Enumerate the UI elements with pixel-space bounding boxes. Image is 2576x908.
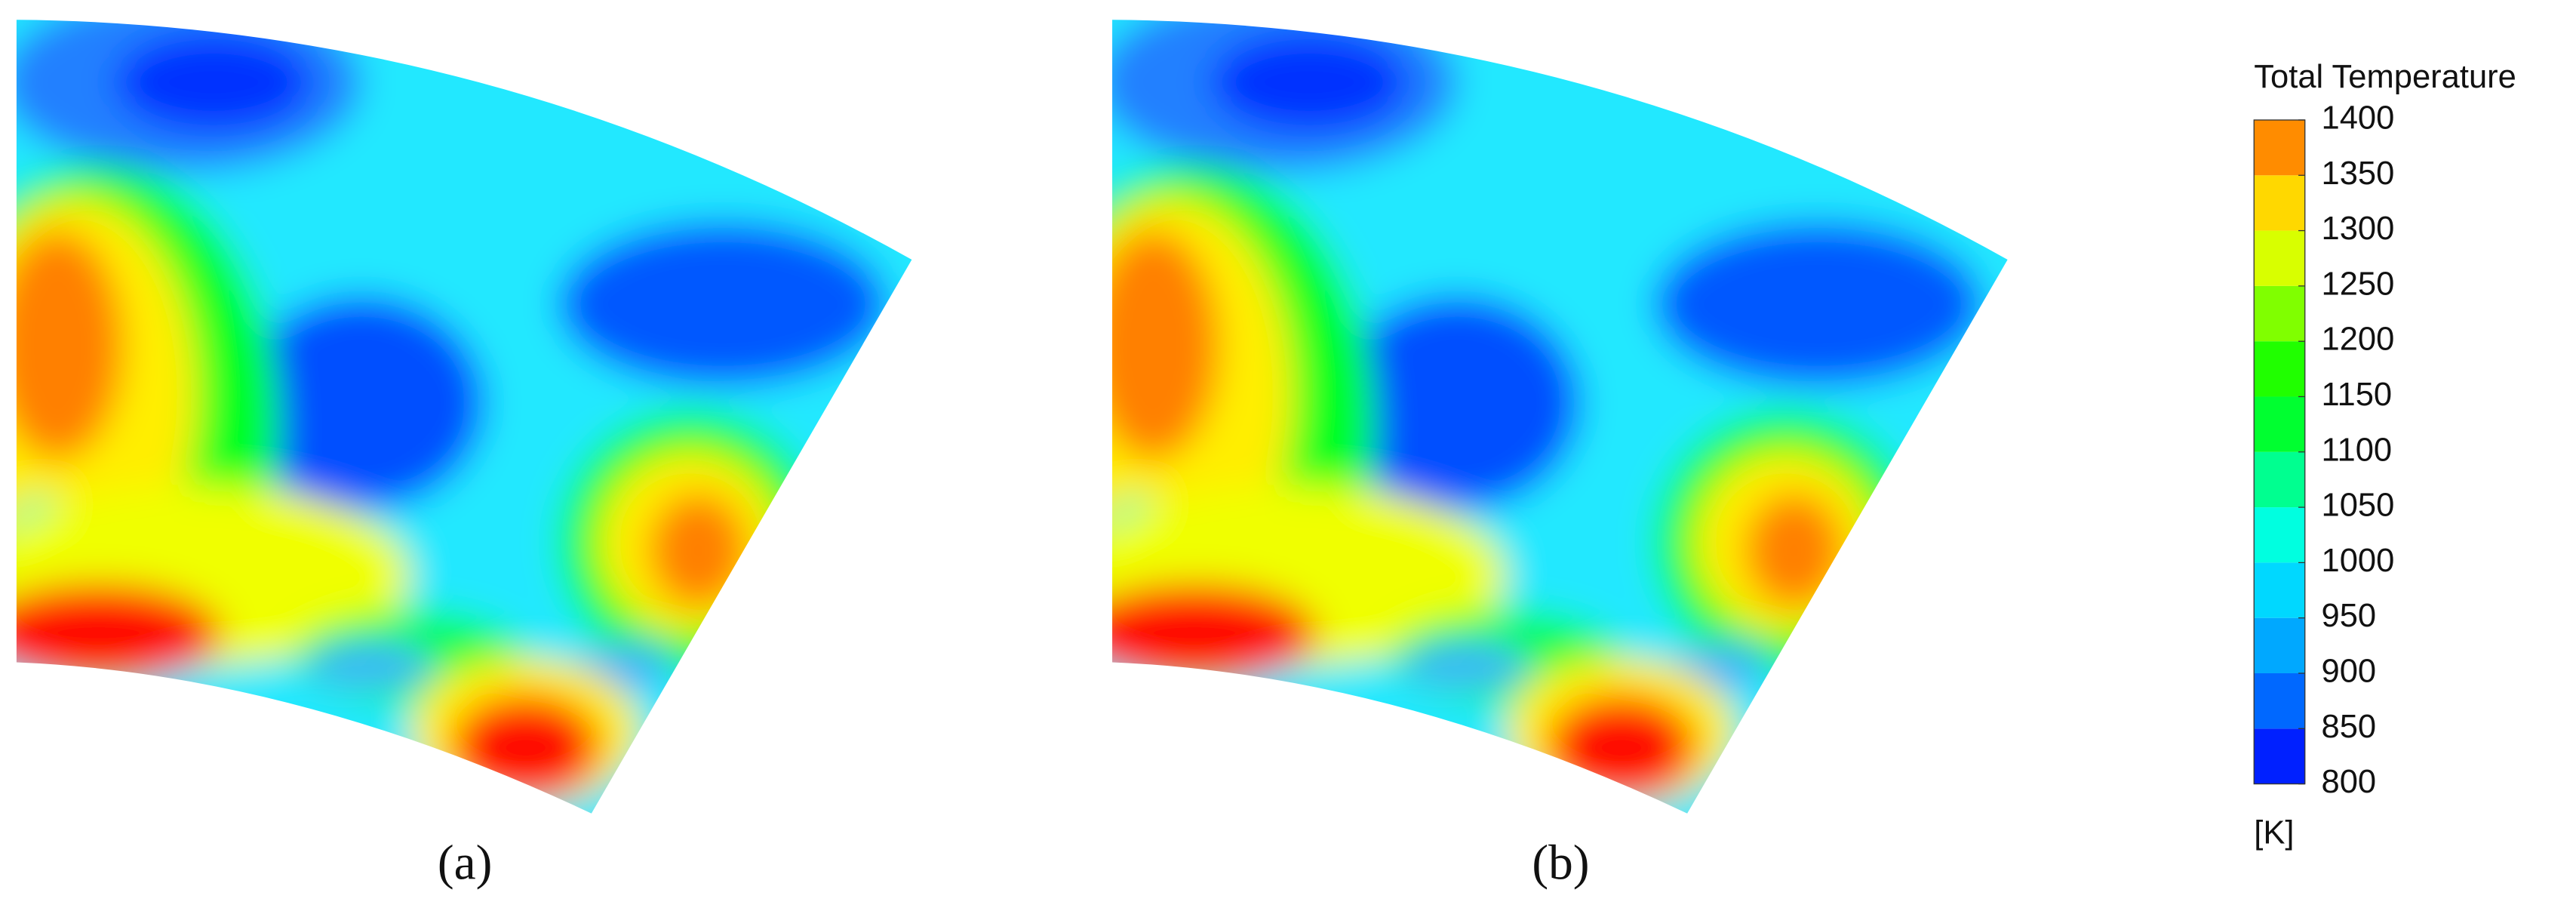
colorbar-tick-label: 1100 bbox=[2322, 432, 2393, 468]
colorbar-band bbox=[2254, 119, 2305, 176]
colorbar-tick-label: 850 bbox=[2322, 709, 2377, 745]
colorbar-tick-label: 1050 bbox=[2322, 488, 2395, 524]
colorbar-band bbox=[2254, 341, 2305, 397]
colorbar-tick-label: 1250 bbox=[2322, 266, 2395, 302]
colorbar-tick-label: 1300 bbox=[2322, 211, 2395, 247]
panel-label: (a) bbox=[438, 836, 492, 891]
colorbar-tick-label: 900 bbox=[2322, 653, 2377, 689]
colorbar-tick-label: 1150 bbox=[2322, 377, 2393, 413]
colorbar-tick-label: 1350 bbox=[2322, 155, 2395, 192]
contour-a bbox=[0, 0, 1084, 908]
colorbar-band bbox=[2254, 451, 2305, 508]
colorbar-band bbox=[2254, 673, 2305, 729]
colorbar-title: Total Temperature bbox=[2254, 59, 2516, 95]
colorbar-tick-label: 950 bbox=[2322, 598, 2377, 634]
panel-label: (b) bbox=[1532, 836, 1589, 891]
colorbar-tick-label: 1000 bbox=[2322, 543, 2395, 579]
colorbar-unit: [K] bbox=[2254, 815, 2294, 851]
colorbar-band bbox=[2254, 175, 2305, 231]
colorbar-frame bbox=[2253, 119, 2306, 785]
contour-b bbox=[1013, 0, 2180, 908]
colorbar-tick-label: 1400 bbox=[2322, 100, 2395, 136]
colorbar-band bbox=[2254, 396, 2305, 452]
colorbar-band bbox=[2254, 285, 2305, 342]
colorbar-band bbox=[2254, 507, 2305, 563]
colorbar-band bbox=[2254, 617, 2305, 673]
colorbar-tick-label: 800 bbox=[2322, 764, 2377, 800]
colorbar-band bbox=[2254, 728, 2305, 784]
colorbar-band bbox=[2254, 562, 2305, 618]
colorbar-tick-label: 1200 bbox=[2322, 322, 2395, 358]
colorbar-band bbox=[2254, 230, 2305, 286]
